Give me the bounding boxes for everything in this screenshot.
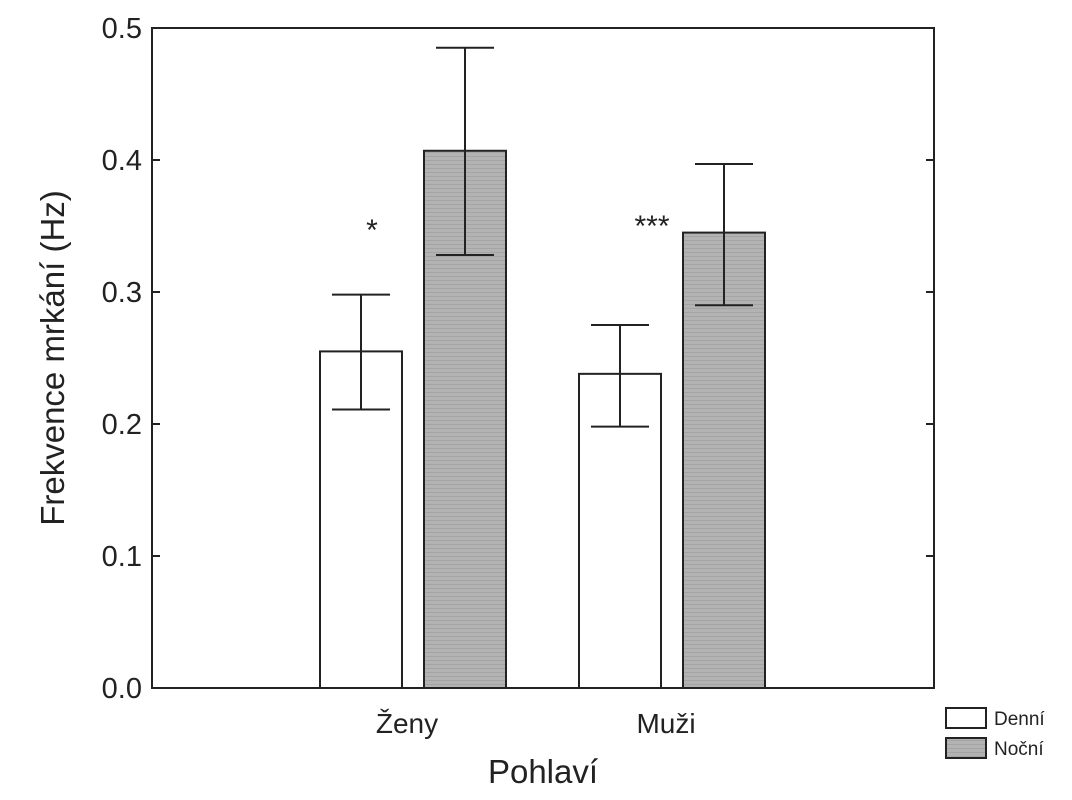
y-tick-label: 0.0 [102, 673, 142, 705]
annotations: * *** [366, 210, 670, 247]
category-label: Muži [636, 708, 695, 739]
error-bars [332, 46, 753, 428]
y-axis-title: Frekvence mrkání (Hz) [34, 190, 71, 526]
y-tick-label: 0.4 [102, 145, 142, 177]
x-axis: Ženy Muži [376, 708, 696, 739]
significance-annotation: * [366, 214, 378, 247]
x-axis-title: Pohlaví [488, 753, 598, 790]
y-axis: 0.0 0.1 0.2 0.3 0.4 0.5 [102, 13, 934, 705]
category-label: Ženy [376, 708, 438, 739]
y-tick-label: 0.2 [102, 409, 142, 441]
plot-frame [151, 27, 935, 689]
y-tick-label: 0.5 [102, 13, 142, 45]
bars [319, 149, 766, 689]
legend-label: Denní [994, 709, 1045, 730]
legend-swatch [945, 707, 987, 729]
y-tick-label: 0.3 [102, 277, 142, 309]
legend-label: Noční [994, 739, 1044, 760]
legend-swatch [945, 737, 987, 759]
legend: Denní Noční [945, 707, 1045, 760]
significance-annotation: *** [634, 210, 669, 243]
y-tick-label: 0.1 [102, 541, 142, 573]
